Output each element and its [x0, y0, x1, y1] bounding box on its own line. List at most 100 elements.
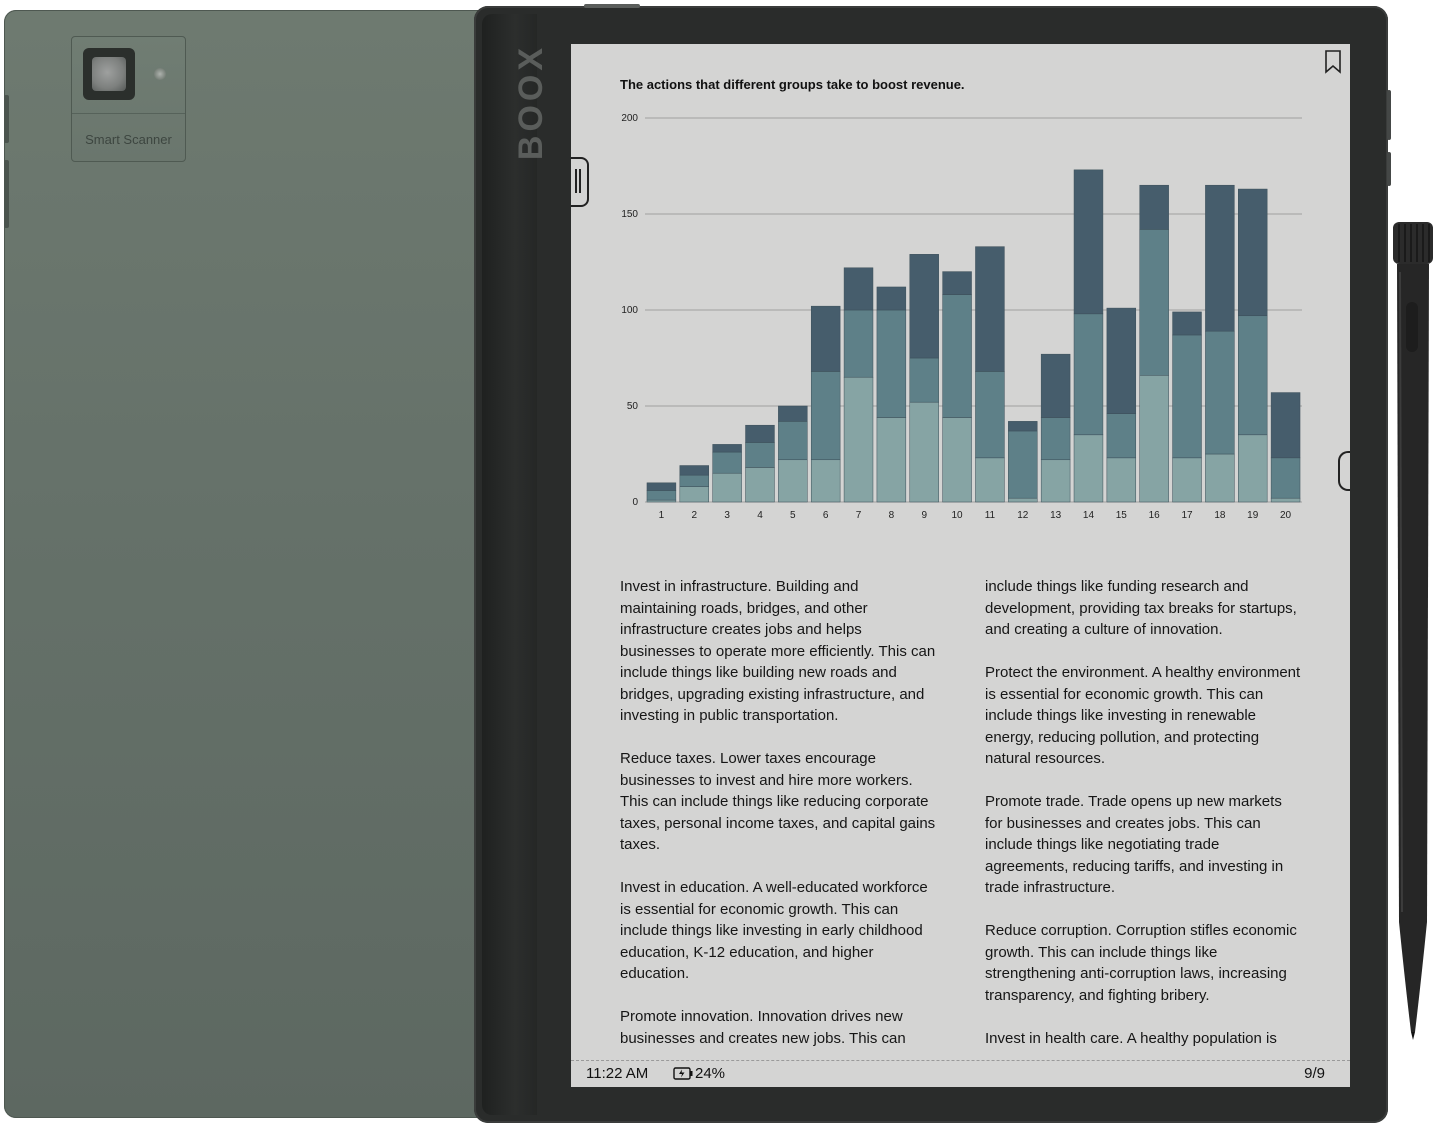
scanner-label: Smart Scanner: [85, 132, 172, 147]
bar-segment: [712, 451, 742, 474]
bar-segment: [679, 465, 709, 476]
flash-icon: [154, 68, 166, 80]
bar-segment: [646, 482, 677, 491]
x-tick-label: 3: [724, 510, 730, 521]
bar-segment: [909, 401, 939, 503]
bar-segment: [646, 490, 677, 501]
bar-segment: [778, 405, 808, 422]
x-tick-label: 9: [921, 510, 927, 521]
bar-segment: [745, 467, 775, 503]
bar-segment: [1270, 457, 1301, 499]
cover-edge-button: [4, 160, 9, 228]
e-ink-screen[interactable]: The actions that different groups take t…: [571, 44, 1350, 1087]
chart-title: The actions that different groups take t…: [620, 77, 965, 92]
x-tick-label: 17: [1181, 510, 1193, 521]
bar-segment: [1139, 229, 1169, 376]
bar-segment: [1073, 169, 1104, 315]
bar-segment: [1106, 413, 1137, 459]
bar-segment: [1040, 459, 1071, 503]
bar-segment: [646, 499, 677, 503]
bar-segment: [876, 417, 907, 503]
x-tick-label: 5: [790, 510, 796, 521]
bar-segment: [1270, 392, 1301, 459]
x-tick-label: 13: [1050, 510, 1062, 521]
bar-segment: [1172, 457, 1202, 503]
article-column-right: include things like funding research and…: [985, 576, 1301, 1071]
x-tick-label: 4: [757, 510, 763, 521]
paragraph: Invest in infrastructure. Building and m…: [620, 578, 936, 724]
x-tick-label: 16: [1149, 510, 1161, 521]
x-tick-label: 8: [889, 510, 895, 521]
side-button[interactable]: [1387, 152, 1391, 186]
x-tick-label: 11: [985, 510, 996, 521]
y-tick-label: 150: [621, 209, 638, 220]
article-column-left: Invest in infrastructure. Building and m…: [620, 576, 936, 1071]
bar-segment: [810, 305, 841, 372]
bar-segment: [1238, 434, 1268, 503]
bar-segment: [778, 421, 808, 461]
cover-edge-button: [4, 95, 9, 143]
paragraph: Reduce taxes. Lower taxes encourage busi…: [620, 750, 936, 853]
x-tick-label: 7: [856, 510, 862, 521]
paragraph: include things like funding research and…: [985, 578, 1297, 638]
camera-lens-icon: [83, 48, 135, 100]
bar-segment: [679, 486, 709, 503]
bar-segment: [1172, 311, 1202, 336]
x-tick-label: 15: [1116, 510, 1128, 521]
y-tick-label: 0: [632, 497, 638, 508]
bar-segment: [1172, 334, 1202, 459]
bar-segment: [843, 309, 874, 378]
paragraph: Promote trade. Trade opens up new market…: [985, 793, 1284, 896]
bar-segment: [876, 309, 907, 418]
bar-segment: [1106, 457, 1137, 503]
x-tick-label: 19: [1247, 510, 1259, 521]
brand-logo: BOOX: [512, 43, 550, 161]
bar-segment: [942, 417, 972, 503]
y-tick-label: 200: [621, 113, 638, 124]
smart-scanner-module: Smart Scanner: [71, 36, 186, 162]
bar-segment: [942, 294, 972, 418]
power-button[interactable]: [584, 4, 640, 8]
x-tick-label: 10: [952, 510, 964, 521]
battery-level: 24%: [695, 1065, 726, 1082]
bar-segment: [975, 246, 1005, 372]
bar-segment: [975, 457, 1005, 503]
bar-segment: [1205, 330, 1235, 455]
bar-segment: [1205, 453, 1235, 503]
status-time: 11:22 AM: [586, 1065, 649, 1082]
x-tick-label: 18: [1214, 510, 1226, 521]
bar-segment: [810, 371, 841, 461]
tablet-spine: BOOX: [482, 14, 550, 1115]
side-button[interactable]: [1387, 90, 1391, 140]
x-tick-label: 14: [1083, 510, 1095, 521]
paragraph: Reduce corruption. Corruption stifles ec…: [985, 922, 1297, 1004]
paragraph: Invest in education. A well-educated wor…: [620, 879, 928, 982]
bar-segment: [745, 424, 775, 443]
x-tick-label: 12: [1017, 510, 1029, 521]
footer-divider: [571, 1060, 1350, 1061]
device-back-cover: Smart Scanner: [4, 10, 486, 1118]
bar-segment: [1270, 497, 1301, 503]
bar-segment: [810, 459, 841, 503]
x-tick-label: 20: [1280, 510, 1292, 521]
side-menu-handle[interactable]: [571, 157, 589, 207]
bar-segment: [1008, 430, 1038, 499]
page-turn-handle[interactable]: [1338, 451, 1350, 491]
page-indicator[interactable]: 9/9: [1304, 1065, 1325, 1082]
bar-segment: [679, 474, 709, 487]
bar-segment: [1205, 184, 1235, 332]
bar-segment: [1238, 315, 1268, 436]
bar-segment: [1008, 421, 1038, 432]
bar-segment: [1040, 417, 1071, 461]
bar-segment: [843, 376, 874, 503]
paragraph: Promote innovation. Innovation drives ne…: [620, 1008, 906, 1047]
bar-segment: [1139, 375, 1169, 503]
bar-segment: [1040, 353, 1071, 418]
bar-segment: [712, 444, 742, 453]
bar-segment: [745, 442, 775, 468]
bookmark-icon[interactable]: [1324, 50, 1342, 74]
bar-segment: [1008, 497, 1038, 503]
x-tick-label: 1: [659, 510, 665, 521]
bar-segment: [1106, 307, 1137, 414]
